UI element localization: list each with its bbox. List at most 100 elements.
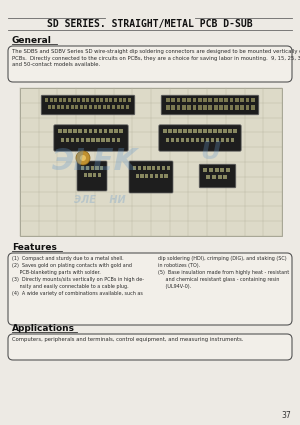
Bar	[188, 129, 191, 133]
Bar	[228, 129, 232, 133]
Bar	[211, 138, 214, 142]
Bar	[166, 138, 169, 142]
Bar	[61, 105, 64, 109]
Bar	[109, 129, 112, 133]
Bar	[215, 138, 219, 142]
FancyBboxPatch shape	[41, 95, 135, 115]
Bar	[142, 166, 146, 170]
Bar	[168, 129, 172, 133]
Text: ЭЛЕ    НИ: ЭЛЕ НИ	[74, 195, 126, 205]
Bar	[220, 138, 224, 142]
Bar	[66, 138, 69, 142]
Bar	[91, 166, 94, 170]
Bar	[133, 166, 136, 170]
Bar	[88, 173, 91, 176]
Text: SD SERIES. STRAIGHT/METAL PCB D-SUB: SD SERIES. STRAIGHT/METAL PCB D-SUB	[47, 19, 253, 29]
Bar	[138, 166, 141, 170]
Text: Applications: Applications	[12, 324, 75, 333]
Bar	[166, 97, 170, 102]
Bar	[213, 129, 217, 133]
Bar	[230, 105, 233, 110]
Bar	[104, 129, 107, 133]
Bar	[77, 97, 80, 102]
Bar	[68, 129, 72, 133]
Bar	[177, 97, 180, 102]
Bar	[206, 138, 209, 142]
Bar	[68, 97, 71, 102]
Bar	[106, 138, 110, 142]
Bar	[190, 138, 194, 142]
Bar	[219, 105, 223, 110]
Bar	[214, 97, 218, 102]
Bar	[63, 129, 67, 133]
Bar	[73, 129, 77, 133]
Circle shape	[76, 151, 90, 165]
Text: Features: Features	[12, 243, 57, 252]
Bar	[47, 105, 50, 109]
Bar	[166, 105, 170, 110]
FancyBboxPatch shape	[199, 164, 236, 188]
Bar	[91, 97, 94, 102]
FancyBboxPatch shape	[77, 161, 107, 191]
Bar	[224, 175, 227, 179]
Text: Computers, peripherals and terminals, control equipment, and measuring instrumen: Computers, peripherals and terminals, co…	[12, 337, 244, 342]
Bar	[198, 97, 202, 102]
Text: General: General	[12, 36, 52, 45]
Bar	[251, 105, 255, 110]
Bar	[193, 129, 196, 133]
Bar	[86, 138, 89, 142]
Bar	[214, 168, 219, 172]
Bar	[160, 174, 163, 178]
Bar	[114, 97, 117, 102]
Bar	[52, 105, 55, 109]
Bar	[164, 174, 167, 178]
Bar	[84, 105, 87, 109]
Bar	[167, 166, 170, 170]
Bar	[114, 129, 118, 133]
Bar	[147, 166, 151, 170]
Bar	[61, 138, 64, 142]
Bar	[171, 105, 175, 110]
Bar	[240, 97, 244, 102]
Bar	[83, 129, 87, 133]
Bar	[101, 138, 105, 142]
Bar	[73, 97, 76, 102]
Bar	[150, 174, 153, 178]
Bar	[182, 97, 186, 102]
Bar	[121, 105, 124, 109]
FancyBboxPatch shape	[161, 95, 259, 115]
Bar	[157, 166, 160, 170]
Bar	[45, 97, 48, 102]
Bar	[100, 166, 103, 170]
Bar	[235, 97, 239, 102]
Bar	[171, 97, 175, 102]
Bar	[118, 97, 122, 102]
Bar	[218, 129, 221, 133]
FancyBboxPatch shape	[8, 253, 292, 325]
Bar	[110, 97, 112, 102]
Bar	[57, 105, 60, 109]
FancyBboxPatch shape	[54, 125, 128, 151]
Bar	[203, 105, 207, 110]
Bar	[178, 129, 181, 133]
Bar	[155, 174, 158, 178]
Bar	[218, 175, 222, 179]
Bar	[183, 129, 187, 133]
Bar	[198, 105, 202, 110]
Bar	[251, 97, 255, 102]
Text: (1)  Compact and sturdy due to a metal shell.
(2)  Saves gold on plating contact: (1) Compact and sturdy due to a metal sh…	[12, 256, 144, 296]
Text: The SDBS and SDBV Series SD wire-straight dip soldering connectors are designed : The SDBS and SDBV Series SD wire-straigh…	[12, 49, 300, 67]
FancyBboxPatch shape	[8, 334, 292, 360]
Bar	[117, 138, 120, 142]
Bar	[226, 138, 229, 142]
Bar	[187, 105, 191, 110]
Bar	[96, 97, 99, 102]
Bar	[63, 97, 66, 102]
Bar	[126, 105, 129, 109]
Bar	[91, 138, 94, 142]
Bar	[140, 174, 143, 178]
Bar	[240, 105, 244, 110]
Bar	[176, 138, 179, 142]
Bar	[71, 138, 74, 142]
Bar	[50, 97, 52, 102]
